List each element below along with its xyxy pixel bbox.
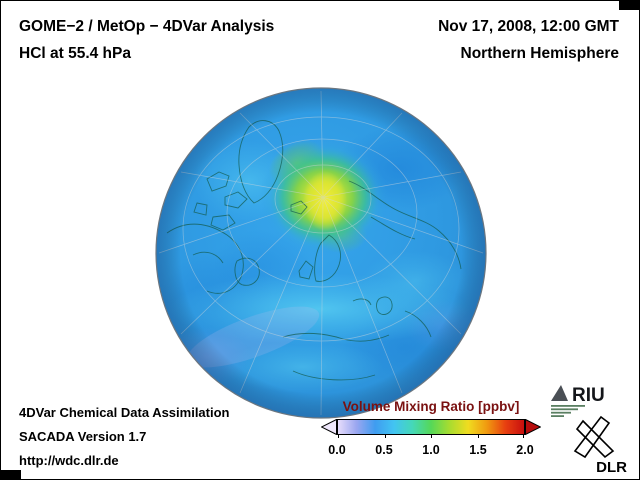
credit-url: http://wdc.dlr.de bbox=[19, 453, 119, 468]
colorbar-right-arrow bbox=[525, 419, 541, 435]
plot-region: Northern Hemisphere bbox=[460, 45, 619, 62]
plot-subtitle: HCl at 55.4 hPa bbox=[19, 45, 131, 62]
colorbar-tick-labels: 0.0 0.5 1.0 1.5 2.0 bbox=[328, 443, 533, 459]
footer-credits: 4DVar Chemical Data Assimilation SACADA … bbox=[19, 401, 230, 473]
colorbar bbox=[321, 419, 541, 438]
colorbar-tick-label: 0.5 bbox=[375, 443, 393, 457]
globe-outline bbox=[155, 87, 487, 419]
corner-mark-bottom-left bbox=[1, 470, 21, 479]
globe-rim-shading bbox=[156, 88, 486, 418]
colorbar-right-arrow-shape bbox=[525, 419, 541, 435]
dlr-arrow-icon bbox=[573, 415, 615, 459]
riu-logo-text: RIU bbox=[572, 385, 605, 406]
colorbar-tick bbox=[523, 434, 524, 438]
colorbar-gradient bbox=[337, 419, 525, 438]
colorbar-tick bbox=[431, 434, 432, 438]
plot-title: GOME−2 / MetOp − 4DVar Analysis bbox=[19, 18, 275, 35]
colorbar-tick bbox=[338, 434, 339, 438]
header-left: GOME−2 / MetOp − 4DVar Analysis HCl at 5… bbox=[19, 13, 274, 67]
plot-datetime: Nov 17, 2008, 12:00 GMT bbox=[438, 18, 619, 35]
colorbar-tick-label: 2.0 bbox=[516, 443, 534, 457]
credit-line: 4DVar Chemical Data Assimilation bbox=[19, 405, 230, 420]
header-right: Nov 17, 2008, 12:00 GMT Northern Hemisph… bbox=[438, 13, 619, 67]
riu-logo-strata-icon bbox=[551, 405, 585, 417]
colorbar-tick bbox=[384, 434, 386, 438]
colorbar-tick-label: 1.5 bbox=[469, 443, 487, 457]
colorbar-left-arrow-shape bbox=[321, 419, 337, 435]
colorbar-tick bbox=[477, 434, 479, 438]
dlr-logo-text: DLR bbox=[596, 459, 627, 475]
riu-logo-mountain-icon bbox=[551, 385, 568, 401]
riu-logo: RIU bbox=[549, 381, 627, 422]
colorbar-title: Volume Mixing Ratio [ppbv] bbox=[342, 399, 520, 414]
credit-line: SACADA Version 1.7 bbox=[19, 429, 147, 444]
dlr-logo: DLR bbox=[571, 411, 629, 479]
colorbar-left-arrow bbox=[321, 419, 337, 435]
colorbar-tick-label: 1.0 bbox=[422, 443, 440, 457]
globe-map bbox=[155, 87, 487, 419]
colorbar-tick-label: 0.0 bbox=[328, 443, 346, 457]
corner-mark-top-right bbox=[619, 1, 639, 10]
